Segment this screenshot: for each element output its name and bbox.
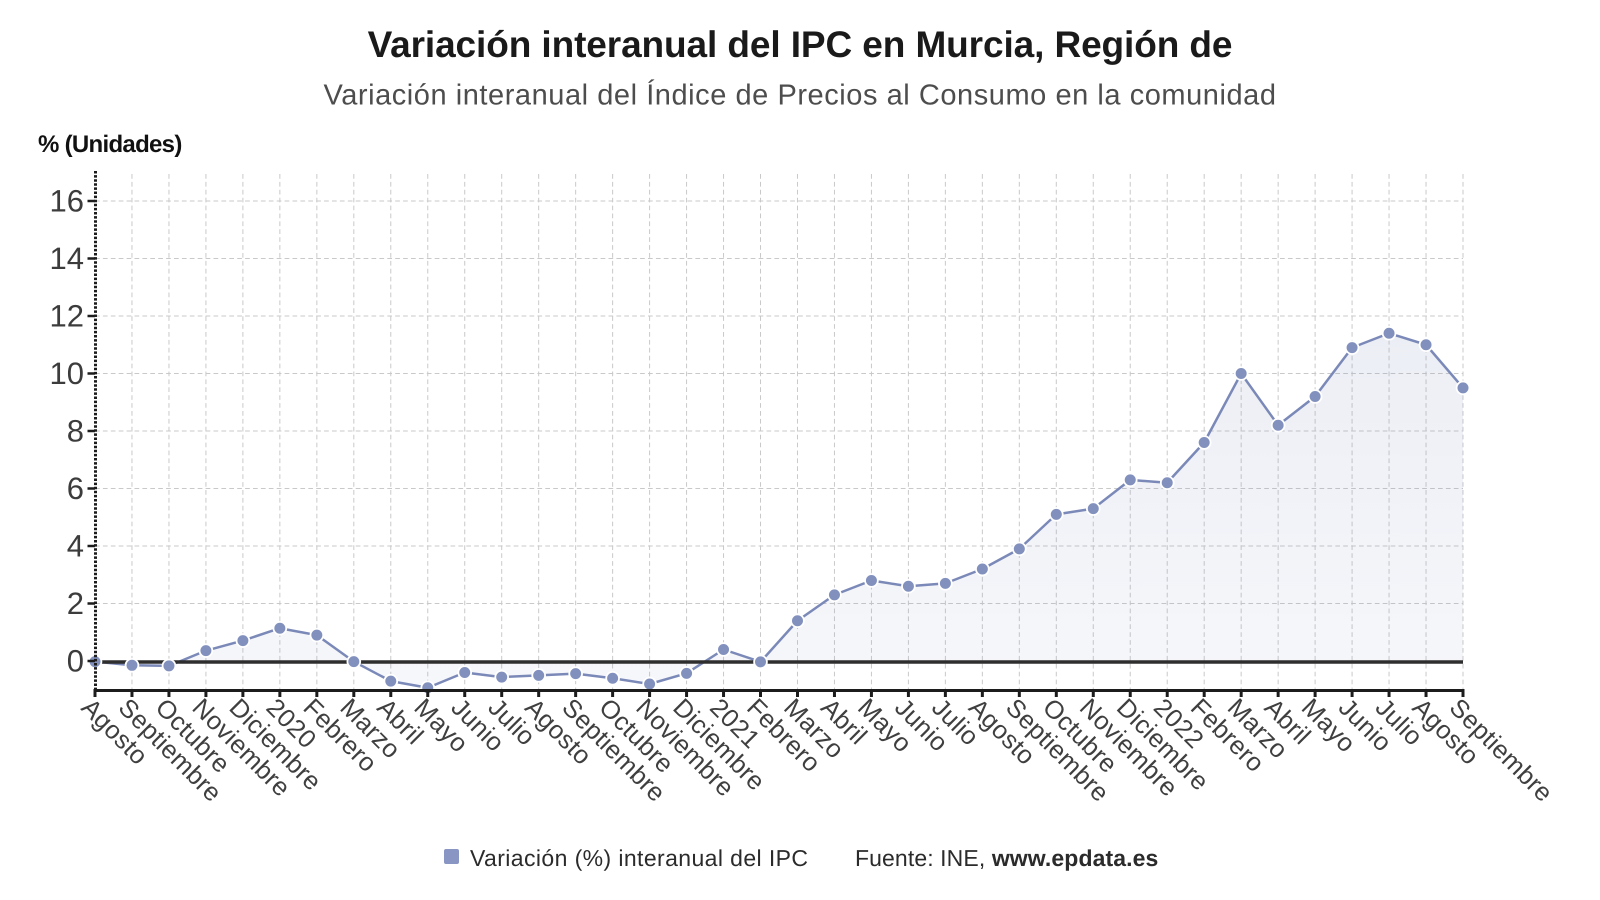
- svg-text:6: 6: [67, 471, 84, 506]
- svg-text:10: 10: [50, 356, 84, 391]
- svg-text:2: 2: [67, 586, 84, 621]
- svg-text:% (Unidades): % (Unidades): [38, 131, 182, 158]
- svg-text:Variación interanual del Índic: Variación interanual del Índice de Preci…: [323, 79, 1276, 112]
- svg-text:4: 4: [67, 529, 84, 564]
- svg-text:Variación (%) interanual del I: Variación (%) interanual del IPC: [470, 845, 808, 871]
- svg-text:14: 14: [50, 241, 84, 276]
- svg-text:Variación interanual del IPC e: Variación interanual del IPC en Murcia, …: [368, 24, 1233, 65]
- svg-text:8: 8: [67, 414, 84, 449]
- svg-text:0: 0: [67, 644, 84, 679]
- svg-text:Fuente: INE, www.epdata.es: Fuente: INE, www.epdata.es: [855, 845, 1158, 871]
- svg-text:12: 12: [50, 299, 84, 334]
- svg-text:16: 16: [50, 184, 84, 219]
